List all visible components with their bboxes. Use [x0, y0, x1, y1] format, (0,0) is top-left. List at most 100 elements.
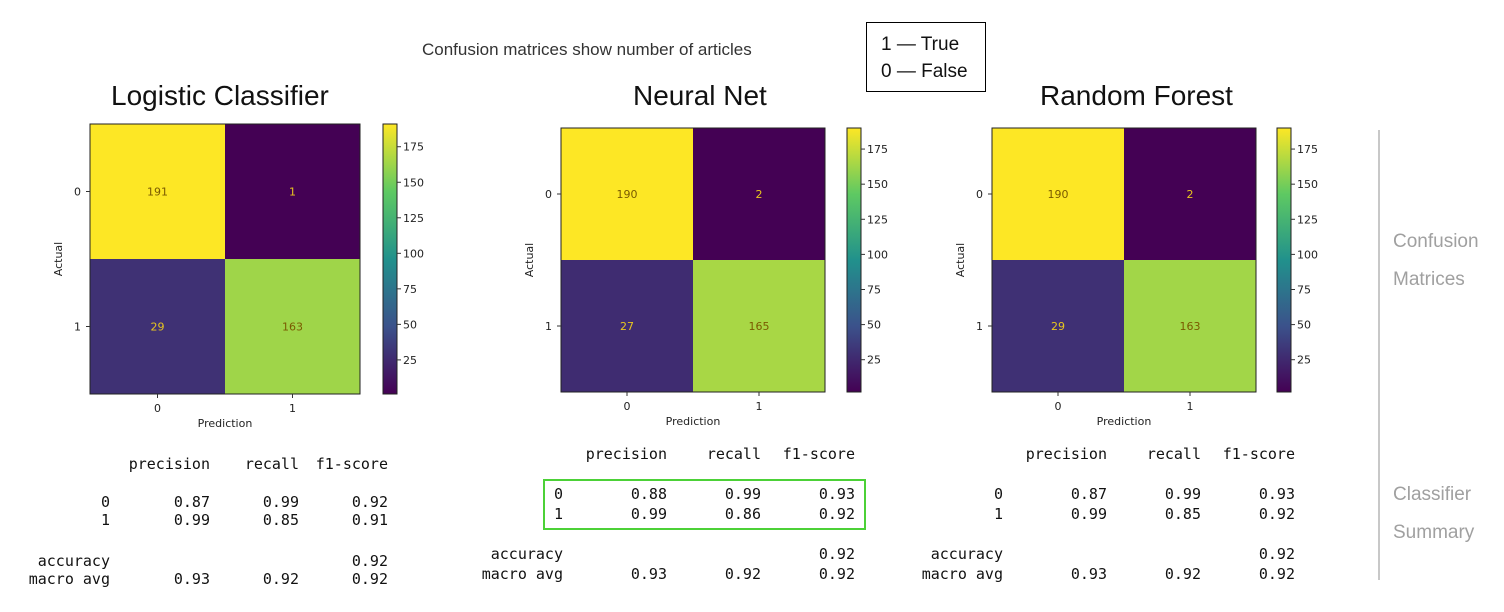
- report-value: 0.92: [351, 493, 388, 511]
- x-tick-label: 0: [1055, 400, 1062, 413]
- side-divider: [1378, 130, 1380, 580]
- colorbar-tick-label: 100: [403, 247, 424, 260]
- confusion-matrix-logistic: 191 1 29 163 0 1 0 1 Prediction Actual 175 150 125 10…: [52, 123, 424, 430]
- highlight-box: [543, 479, 866, 530]
- colorbar-tick-label: 25: [867, 354, 881, 367]
- x-axis-label: Prediction: [1097, 415, 1152, 428]
- y-tick-label: 0: [545, 188, 552, 201]
- report-row-label: accuracy: [37, 552, 110, 570]
- cell-value-label: 1: [289, 186, 296, 199]
- report-value: 0.99: [262, 493, 299, 511]
- x-axis-label: Prediction: [666, 415, 721, 428]
- cell-value-label: 2: [756, 188, 763, 201]
- heatmap-cell: [561, 260, 693, 392]
- report-value: 0.99: [173, 511, 210, 529]
- colorbar-tick-label: 25: [403, 354, 417, 367]
- report-row-label: accuracy: [490, 545, 563, 563]
- colorbar-tick-label: 50: [867, 319, 881, 332]
- report-value: 0.92: [1258, 565, 1295, 583]
- report-row-label: 0: [993, 485, 1003, 503]
- cell-value-label: 190: [1048, 188, 1069, 201]
- report-row-label: 1: [993, 505, 1003, 523]
- classification-report-forest: precision recall f1-score 0 0.87 0.99 0.93 1 0.9…: [915, 445, 1305, 595]
- x-tick-label: 0: [154, 402, 161, 415]
- report-value: 0.92: [1258, 545, 1295, 563]
- colorbar-tick-label: 50: [403, 318, 417, 331]
- report-value: 0.93: [630, 565, 667, 583]
- x-tick-label: 1: [1187, 400, 1194, 413]
- report-value: 0.99: [1164, 485, 1201, 503]
- heatmap-cell: [561, 128, 693, 260]
- cell-value-label: 165: [749, 320, 770, 333]
- report-value: 0.92: [818, 565, 855, 583]
- colorbar-tick-label: 150: [867, 178, 888, 191]
- colorbar-tick-label: 25: [1297, 354, 1311, 367]
- x-axis-label: Prediction: [198, 417, 253, 430]
- panel-title-neural: Neural Net: [633, 80, 767, 111]
- report-row-label: 1: [553, 505, 563, 523]
- classification-report-neural: precision recall f1-score 0 0.88 0.99 0.93 1 0.9…: [475, 445, 865, 595]
- report-header: f1-score: [315, 455, 388, 473]
- report-row-label: macro avg: [481, 565, 563, 583]
- plot-frame: [560, 127, 826, 393]
- report-value: 0.93: [173, 570, 210, 588]
- panel-title-logistic: Logistic Classifier: [111, 80, 329, 111]
- report-value: 0.92: [724, 565, 761, 583]
- cell-value-label: 163: [1180, 320, 1201, 333]
- classification-report-logistic: precision recall f1-score 0 0.87 0.99 0.92 1 0.9…: [29, 455, 395, 595]
- report-value: 0.93: [1070, 565, 1107, 583]
- heatmap-cell: [693, 260, 825, 392]
- report-header: recall: [244, 455, 299, 473]
- report-header: precision: [585, 445, 667, 463]
- colorbar-tick-label: 175: [403, 141, 424, 154]
- heatmap-cell: [225, 124, 360, 259]
- x-tick-label: 1: [756, 400, 763, 413]
- report-value: 0.92: [351, 552, 388, 570]
- report-row-label: 1: [100, 511, 110, 529]
- colorbar-tick-label: 75: [1297, 283, 1311, 296]
- y-axis-label: Actual: [523, 243, 536, 277]
- plot-frame: [991, 127, 1257, 393]
- side-label-summary: Classifier Summary: [1393, 484, 1475, 543]
- report-row-label: 0: [100, 493, 110, 511]
- report-value: 0.99: [724, 485, 761, 503]
- report-value: 0.92: [818, 505, 855, 523]
- report-header: recall: [706, 445, 761, 463]
- colorbar-tick-label: 100: [867, 248, 888, 261]
- x-tick-label: 0: [624, 400, 631, 413]
- confusion-matrix-neural: 190 2 27 165 0 1 0 1 Prediction Actual 175 150 125 10…: [523, 127, 888, 428]
- y-tick-label: 1: [545, 320, 552, 333]
- heatmap-cell: [1124, 128, 1256, 260]
- subtitle: Confusion matrices show number of articl…: [422, 40, 752, 59]
- heatmap-cell: [992, 260, 1124, 392]
- report-header: f1-score: [1222, 445, 1295, 463]
- report-header: precision: [1025, 445, 1107, 463]
- heatmap-cell: [992, 128, 1124, 260]
- report-row-label: macro avg: [28, 570, 110, 588]
- colorbar-tick-label: 175: [1297, 143, 1318, 156]
- report-value: 0.92: [1258, 505, 1295, 523]
- colorbar-tick-label: 175: [867, 143, 888, 156]
- colorbar: [382, 123, 398, 395]
- heatmap-cell: [90, 124, 225, 259]
- heatmap-cell: [225, 259, 360, 394]
- heatmap-cell: [1124, 260, 1256, 392]
- y-tick-label: 0: [976, 188, 983, 201]
- legend-true: 1 — True: [881, 34, 960, 55]
- y-axis-label: Actual: [954, 243, 967, 277]
- report-value: 0.92: [1164, 565, 1201, 583]
- colorbar-tick-label: 125: [1297, 213, 1318, 226]
- y-tick-label: 1: [74, 321, 81, 334]
- colorbar-tick-label: 100: [1297, 248, 1318, 261]
- y-axis-label: Actual: [52, 242, 65, 276]
- cell-value-label: 29: [151, 321, 165, 334]
- report-row-label: 0: [553, 485, 563, 503]
- report-value: 0.86: [724, 505, 761, 523]
- colorbar: [1276, 127, 1292, 393]
- cell-value-label: 163: [282, 321, 303, 334]
- report-value: 0.93: [1258, 485, 1295, 503]
- colorbar-tick-label: 50: [1297, 319, 1311, 332]
- x-tick-label: 1: [289, 402, 296, 415]
- report-value: 0.87: [1070, 485, 1107, 503]
- report-value: 0.85: [262, 511, 299, 529]
